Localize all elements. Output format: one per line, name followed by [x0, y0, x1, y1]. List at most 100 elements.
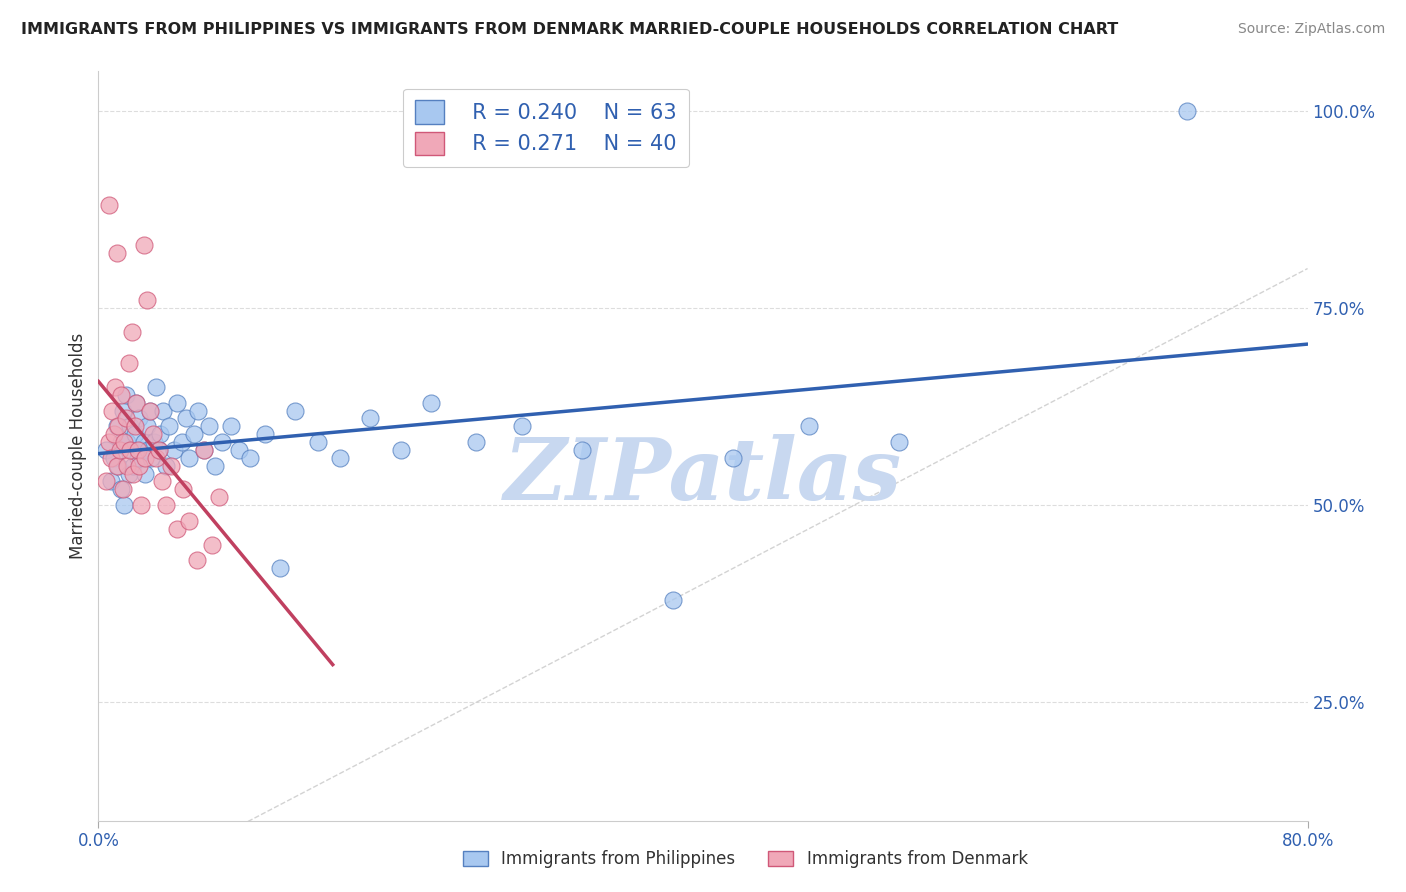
Legend: Immigrants from Philippines, Immigrants from Denmark: Immigrants from Philippines, Immigrants … [456, 844, 1035, 875]
Point [1175, 103, 1198, 118]
Point [193, 442, 215, 457]
Point [122, 458, 145, 473]
Point [118, 467, 141, 481]
Point [98, 198, 121, 212]
Point [166, 395, 188, 409]
Point [145, 380, 167, 394]
Point [124, 427, 146, 442]
Point [221, 419, 243, 434]
Point [110, 483, 132, 497]
Point [127, 450, 149, 465]
Point [204, 458, 226, 473]
Point [211, 435, 233, 450]
Point [228, 442, 250, 457]
Point [141, 450, 163, 465]
Point [187, 403, 209, 417]
Point [121, 442, 143, 457]
Point [129, 498, 152, 512]
Point [105, 458, 128, 473]
Point [389, 442, 412, 457]
Point [98, 435, 121, 450]
Point [125, 395, 148, 409]
Point [186, 553, 208, 567]
Point [269, 561, 291, 575]
Point [150, 475, 173, 489]
Point [100, 450, 122, 465]
Point [103, 450, 125, 465]
Point [208, 490, 231, 504]
Point [360, 411, 382, 425]
Point [193, 442, 215, 457]
Point [134, 467, 156, 481]
Point [135, 293, 157, 307]
Point [139, 403, 162, 417]
Point [104, 380, 127, 394]
Point [889, 435, 911, 450]
Point [110, 388, 132, 402]
Point [148, 442, 170, 457]
Point [122, 467, 145, 481]
Point [127, 442, 149, 457]
Point [172, 483, 194, 497]
Point [105, 245, 128, 260]
Point [114, 388, 136, 402]
Point [136, 442, 159, 457]
Point [149, 427, 172, 442]
Point [159, 419, 181, 434]
Point [94, 475, 117, 489]
Point [107, 458, 129, 473]
Point [111, 483, 134, 497]
Legend:   R = 0.240    N = 63,   R = 0.271    N = 40: R = 0.240 N = 63, R = 0.271 N = 40 [404, 88, 689, 167]
Point [465, 435, 488, 450]
Text: Source: ZipAtlas.com: Source: ZipAtlas.com [1237, 22, 1385, 37]
Point [120, 419, 142, 434]
Point [110, 435, 132, 450]
Point [135, 419, 157, 434]
Point [115, 458, 138, 473]
Point [128, 458, 150, 473]
Point [179, 514, 201, 528]
Point [120, 442, 142, 457]
Point [103, 427, 125, 442]
Point [420, 395, 443, 409]
Point [94, 442, 117, 457]
Point [111, 403, 134, 417]
Point [134, 450, 156, 465]
Point [571, 442, 593, 457]
Point [329, 450, 352, 465]
Point [201, 538, 224, 552]
Point [129, 442, 152, 457]
Point [197, 419, 219, 434]
Point [100, 475, 122, 489]
Point [179, 450, 201, 465]
Point [160, 458, 183, 473]
Point [112, 435, 135, 450]
Point [101, 403, 124, 417]
Point [797, 419, 820, 434]
Point [723, 450, 745, 465]
Point [115, 435, 138, 450]
Point [112, 498, 135, 512]
Point [155, 458, 177, 473]
Point [145, 450, 167, 465]
Point [661, 592, 683, 607]
Point [125, 395, 148, 409]
Point [105, 419, 128, 434]
Text: IMMIGRANTS FROM PHILIPPINES VS IMMIGRANTS FROM DENMARK MARRIED-COUPLE HOUSEHOLDS: IMMIGRANTS FROM PHILIPPINES VS IMMIGRANT… [21, 22, 1118, 37]
Point [118, 356, 141, 370]
Point [239, 450, 262, 465]
Point [108, 442, 131, 457]
Point [121, 325, 143, 339]
Point [107, 419, 129, 434]
Point [143, 435, 166, 450]
Y-axis label: Married-couple Households: Married-couple Households [69, 333, 87, 559]
Point [148, 442, 170, 457]
Point [142, 427, 165, 442]
Point [510, 419, 533, 434]
Point [152, 403, 174, 417]
Point [163, 442, 186, 457]
Point [166, 522, 188, 536]
Point [183, 427, 205, 442]
Point [155, 498, 177, 512]
Point [174, 411, 197, 425]
